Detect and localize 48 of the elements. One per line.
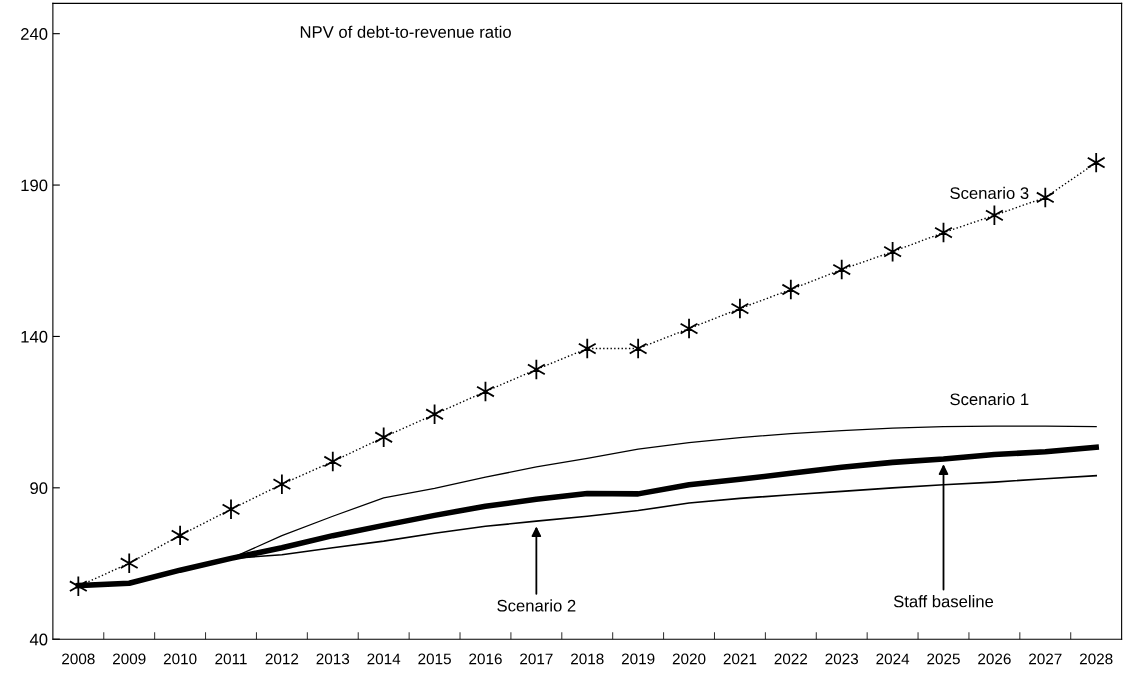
point [832,258,852,281]
point [119,552,139,574]
point [883,241,902,263]
point [679,317,699,340]
x-tick-label: 2010 [163,653,197,665]
y-tick-label: 140 [21,330,48,343]
x-tick-label: 2015 [418,653,451,665]
x-tick-label: 2017 [520,653,553,665]
text: Staff baseline [893,595,994,608]
x-tick-label: 2024 [876,653,910,665]
x-tick-label: 2009 [112,653,146,665]
point [781,278,801,301]
x-tick-label: 2027 [1029,653,1062,665]
text: NPV of debt-to-revenue ratio [300,25,511,38]
y-tick-label: 240 [21,28,48,40]
point [170,524,190,546]
series-label: Scenario 1 [950,392,1029,406]
x-tick-label: 2014 [367,653,401,665]
point [985,204,1004,226]
y-tick-label: 40 [29,633,48,646]
point [730,297,750,320]
point [577,337,597,360]
y-tick-label: 190 [21,179,48,192]
point [628,337,648,360]
x-tick-label: 2026 [978,653,1011,665]
x-tick-label: 2012 [265,653,299,665]
x-tick-label: 2025 [927,653,960,665]
x-tick-label: 2018 [571,653,604,665]
point [374,426,394,448]
series-label: Scenario 3 [950,186,1029,200]
x-tick-label: 2016 [469,653,502,665]
text: Scenario 2 [497,599,576,612]
point [1035,186,1055,209]
point [527,358,546,381]
x-tick-label: 2011 [215,653,247,665]
x-tick-label: 2019 [621,653,655,665]
x-tick-label: 2028 [1079,653,1113,665]
x-tick-label: 2023 [825,653,859,665]
x-tick-label: 2021 [723,653,757,665]
x-tick-label: 2022 [774,653,808,665]
x-tick-label: 2008 [62,653,95,665]
x-tick-label: 2013 [316,653,350,665]
point [1086,152,1106,174]
x-tick-label: 2020 [672,653,706,665]
point [221,498,241,520]
point [272,473,292,495]
y-tick-label: 90 [30,482,48,495]
point [323,450,343,473]
